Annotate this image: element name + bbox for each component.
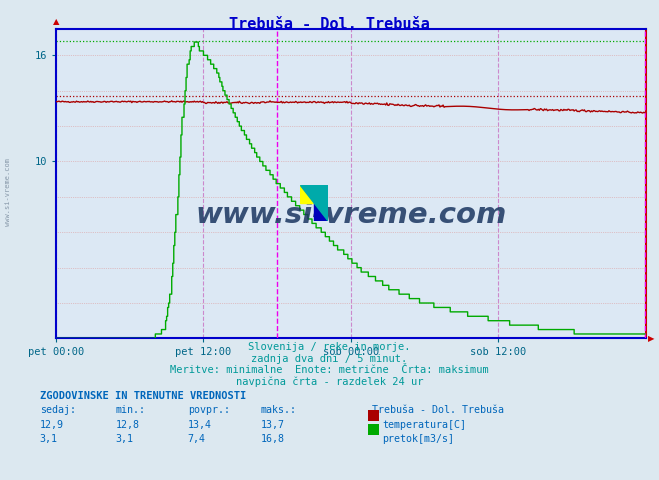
Bar [314, 185, 328, 203]
Text: sedaj:: sedaj: [40, 405, 76, 415]
Text: www.si-vreme.com: www.si-vreme.com [195, 201, 507, 228]
Text: 3,1: 3,1 [115, 434, 133, 444]
Text: Trebuša - Dol. Trebuša: Trebuša - Dol. Trebuša [229, 17, 430, 32]
Text: 12,8: 12,8 [115, 420, 139, 430]
Text: pretok[m3/s]: pretok[m3/s] [382, 434, 454, 444]
Text: 7,4: 7,4 [188, 434, 206, 444]
Text: Meritve: minimalne  Enote: metrične  Črta: maksimum: Meritve: minimalne Enote: metrične Črta:… [170, 365, 489, 375]
Polygon shape [300, 185, 328, 221]
Text: ▶: ▶ [648, 334, 654, 343]
Text: 3,1: 3,1 [40, 434, 57, 444]
Text: temperatura[C]: temperatura[C] [382, 420, 466, 430]
Bar [300, 185, 314, 203]
Text: 13,7: 13,7 [260, 420, 284, 430]
Text: www.si-vreme.com: www.si-vreme.com [5, 158, 11, 226]
Text: maks.:: maks.: [260, 405, 297, 415]
Text: ▲: ▲ [53, 17, 59, 26]
Text: 16,8: 16,8 [260, 434, 284, 444]
Text: ZGODOVINSKE IN TRENUTNE VREDNOSTI: ZGODOVINSKE IN TRENUTNE VREDNOSTI [40, 391, 246, 401]
Bar [314, 203, 328, 221]
Text: 13,4: 13,4 [188, 420, 212, 430]
Text: navpična črta - razdelek 24 ur: navpična črta - razdelek 24 ur [236, 377, 423, 387]
Text: povpr.:: povpr.: [188, 405, 230, 415]
Text: Slovenija / reke in morje.: Slovenija / reke in morje. [248, 342, 411, 352]
Text: Trebuša - Dol. Trebuša: Trebuša - Dol. Trebuša [372, 405, 504, 415]
Text: 12,9: 12,9 [40, 420, 63, 430]
Text: min.:: min.: [115, 405, 146, 415]
Text: zadnja dva dni / 5 minut.: zadnja dva dni / 5 minut. [251, 354, 408, 364]
